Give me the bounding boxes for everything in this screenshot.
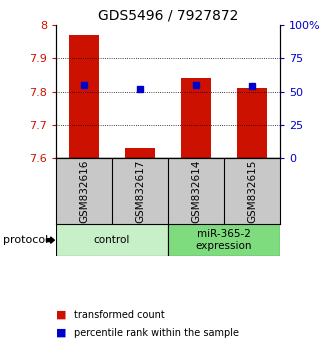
- Text: GSM832614: GSM832614: [191, 159, 201, 223]
- Text: ■: ■: [56, 328, 67, 338]
- FancyBboxPatch shape: [56, 224, 168, 256]
- FancyBboxPatch shape: [168, 224, 280, 256]
- Bar: [124, 148, 156, 159]
- Bar: [68, 35, 100, 159]
- Text: GSM832617: GSM832617: [135, 159, 145, 223]
- Bar: [180, 78, 212, 159]
- Text: percentile rank within the sample: percentile rank within the sample: [74, 328, 239, 338]
- Title: GDS5496 / 7927872: GDS5496 / 7927872: [98, 8, 238, 22]
- Text: ■: ■: [56, 310, 67, 320]
- Text: GSM832615: GSM832615: [247, 159, 257, 223]
- Bar: [236, 88, 268, 159]
- Text: GSM832616: GSM832616: [79, 159, 89, 223]
- Text: miR-365-2
expression: miR-365-2 expression: [196, 229, 252, 251]
- Text: control: control: [94, 235, 130, 245]
- Text: protocol: protocol: [3, 235, 48, 245]
- Text: transformed count: transformed count: [74, 310, 164, 320]
